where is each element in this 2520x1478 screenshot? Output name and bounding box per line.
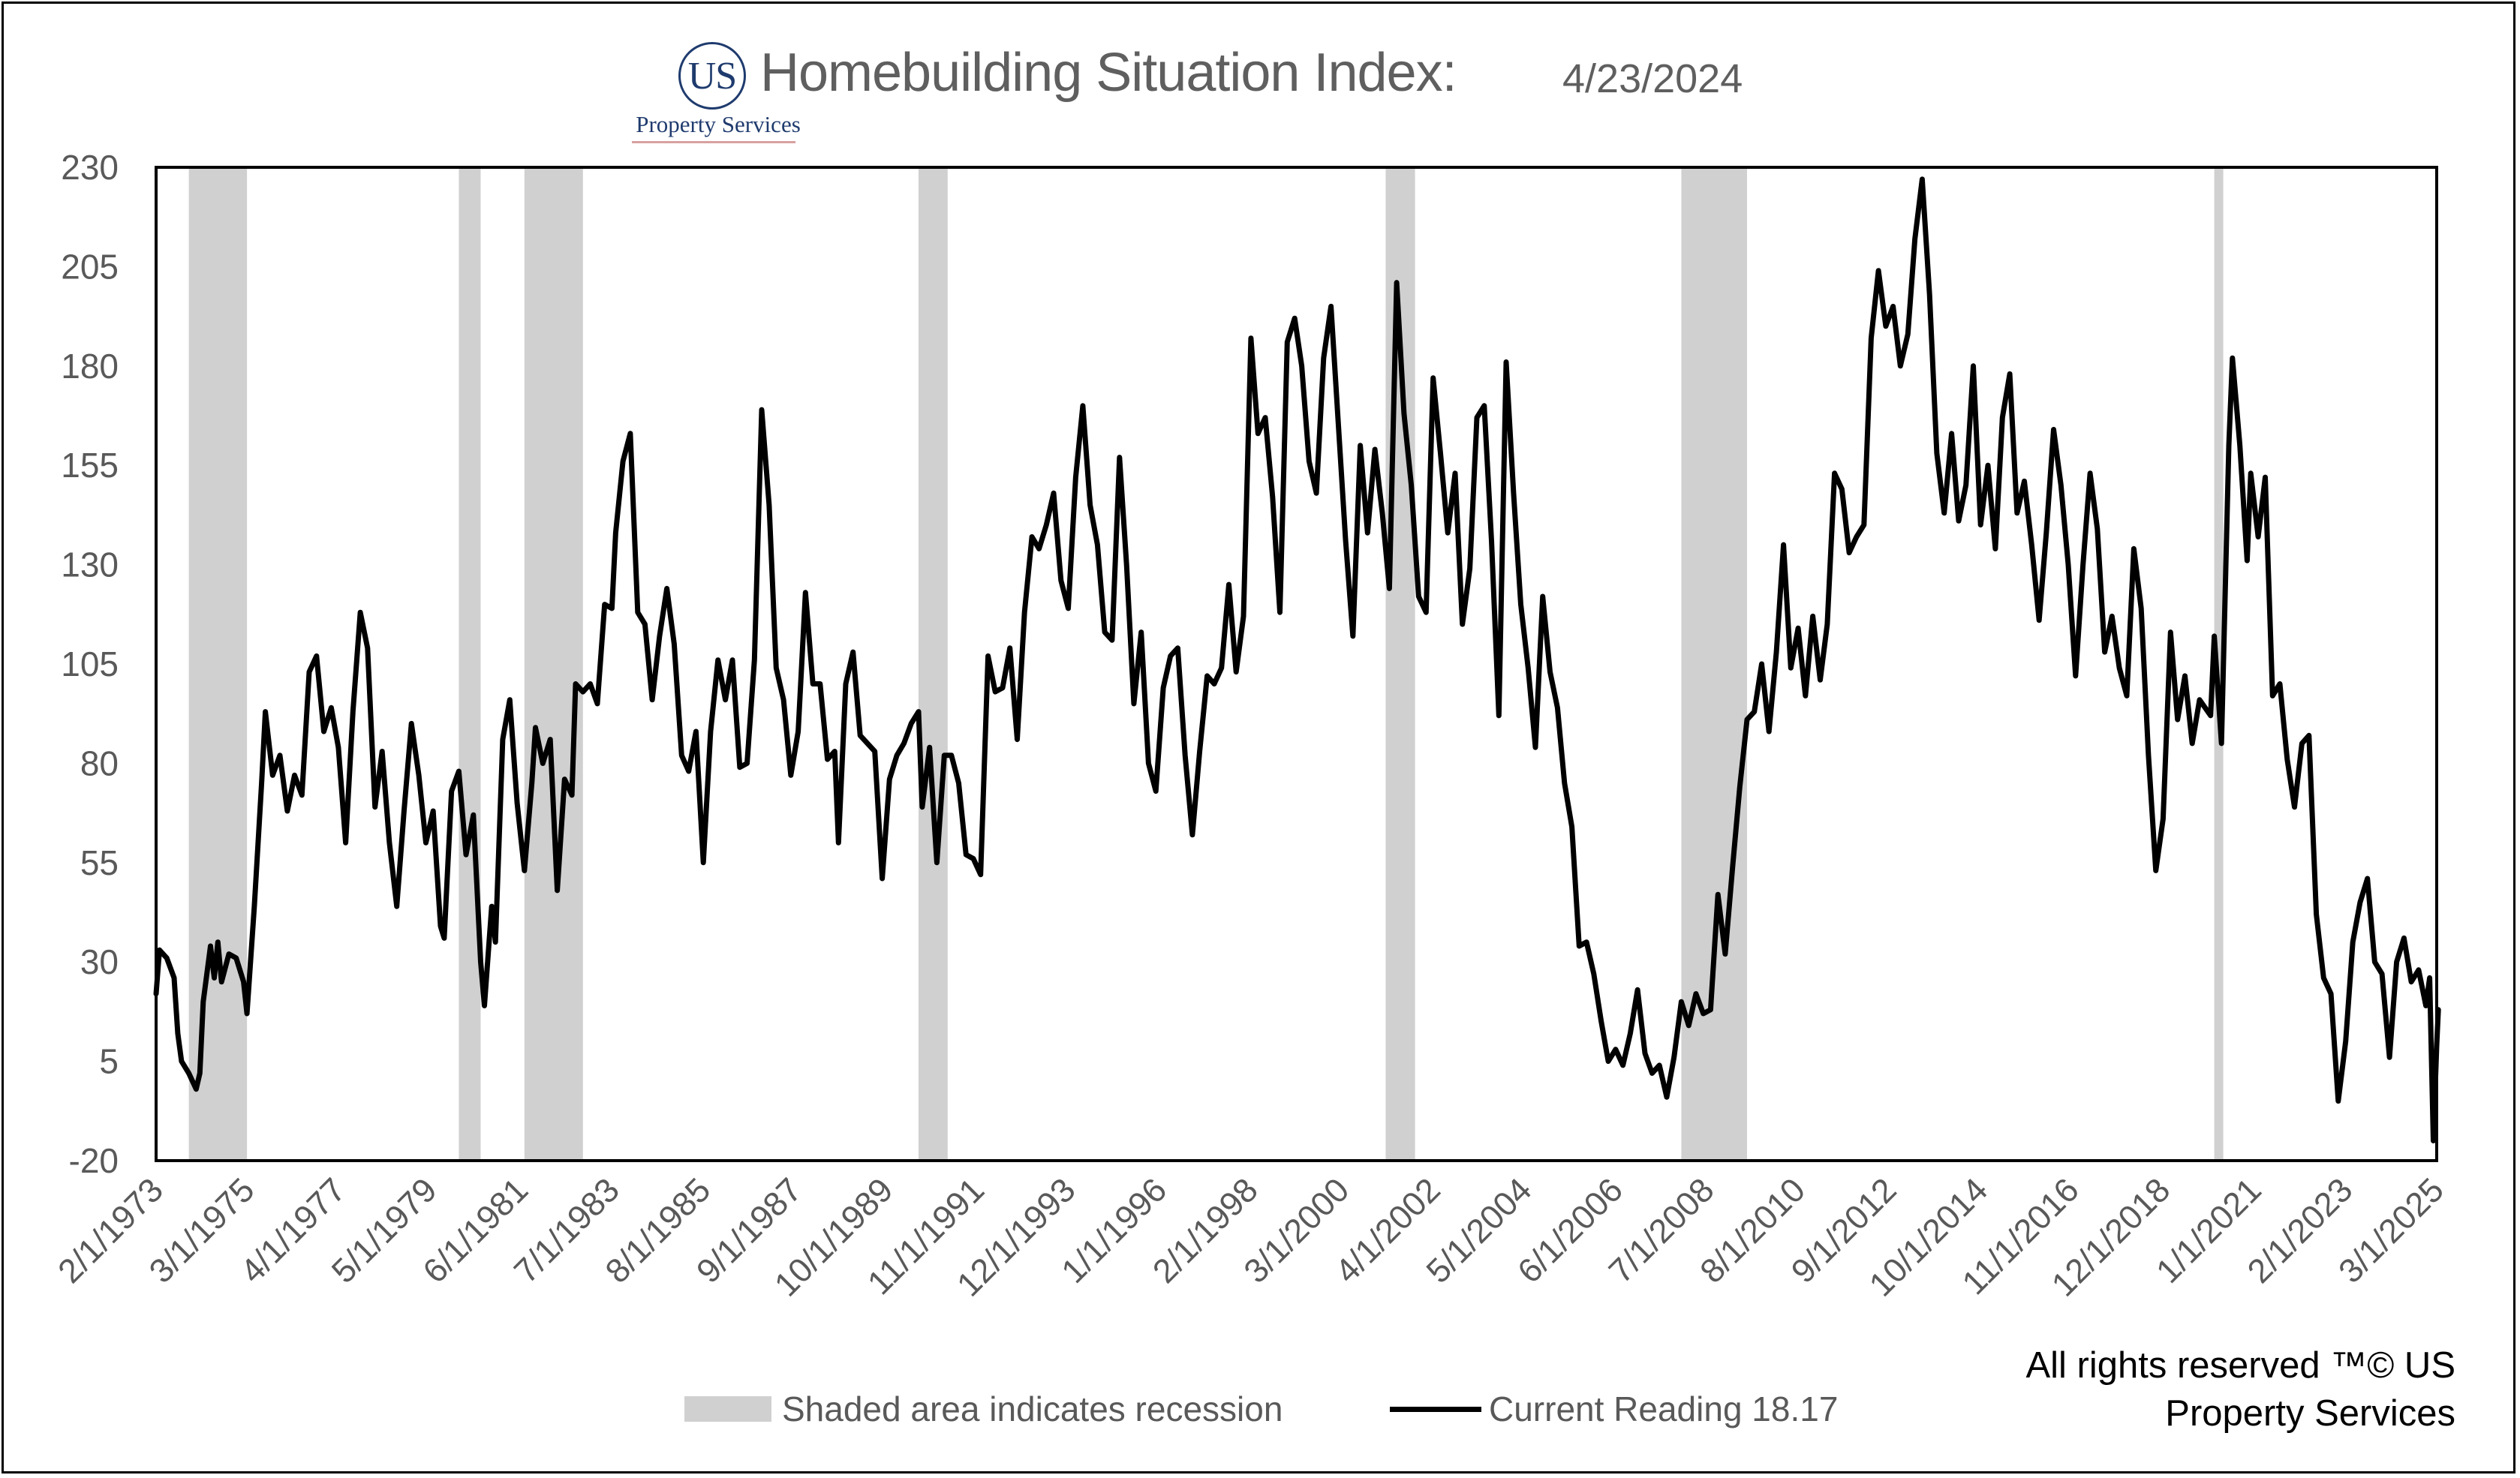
- recession-band-1: [188, 167, 248, 1161]
- copyright-notice: All rights reserved ™© US Property Servi…: [2025, 1341, 2455, 1437]
- legend-current: Current Reading 18.17: [1390, 1386, 1838, 1431]
- y-tick-label: 105: [61, 644, 119, 683]
- recession-band-4: [918, 167, 948, 1161]
- y-tick-label: 155: [61, 446, 119, 485]
- y-tick-label: 130: [61, 545, 119, 584]
- legend-recession: Shaded area indicates recession: [684, 1386, 1283, 1431]
- plot-area-border: [155, 166, 2438, 1162]
- brand-logo: US Property Services: [632, 39, 804, 152]
- recession-band-7: [2214, 167, 2224, 1161]
- chart-title: Homebuilding Situation Index:: [760, 43, 1457, 103]
- current-line-swatch: [1390, 1406, 1481, 1412]
- rights-line-2: Property Services: [2165, 1393, 2455, 1434]
- recession-band-6: [1681, 167, 1747, 1161]
- legend-current-label: Current Reading 18.17: [1489, 1389, 1839, 1428]
- y-tick-label: 230: [61, 148, 119, 187]
- y-axis-ticks: -20 5 30 55 80 105 130 155 180 205 230: [61, 148, 119, 1180]
- logo-initials: US: [687, 54, 737, 98]
- logo-underline: [632, 141, 795, 143]
- y-tick-label: 205: [61, 247, 119, 286]
- legend-recession-label: Shaded area indicates recession: [782, 1389, 1283, 1428]
- y-tick-label: 30: [80, 942, 119, 981]
- y-tick-label: -20: [69, 1141, 119, 1180]
- y-tick-label: 5: [99, 1042, 119, 1081]
- y-tick-label: 80: [80, 744, 119, 783]
- recession-band-3: [524, 167, 583, 1161]
- recession-swatch: [684, 1396, 771, 1422]
- chart-date: 4/23/2024: [1562, 56, 1743, 101]
- series-line-current-reading: [153, 176, 2441, 1143]
- recession-shading: [188, 167, 2224, 1161]
- x-axis-ticks: 2/1/19733/1/19754/1/19775/1/19796/1/1981…: [50, 1170, 2451, 1304]
- logo-circle: US: [678, 42, 746, 110]
- rights-line-1: All rights reserved ™© US: [2025, 1345, 2455, 1386]
- logo-subtitle: Property Services: [636, 111, 801, 137]
- y-tick-label: 180: [61, 347, 119, 386]
- y-tick-label: 55: [80, 843, 119, 882]
- recession-band-2: [459, 167, 481, 1161]
